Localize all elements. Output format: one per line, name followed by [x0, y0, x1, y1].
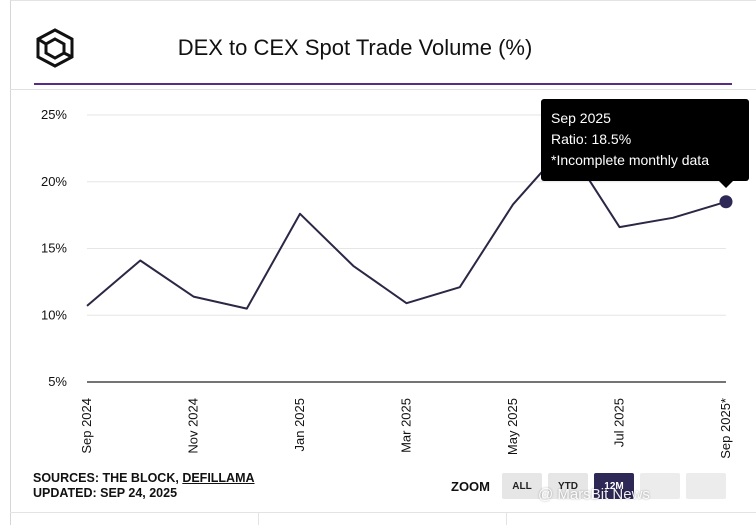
tooltip-ratio: Ratio: 18.5% [551, 131, 632, 147]
bottom-divider [10, 512, 756, 513]
y-tick-label: 5% [48, 374, 67, 389]
y-tick-label: 20% [41, 174, 67, 189]
y-tick-label: 15% [41, 241, 67, 256]
chart-title: DEX to CEX Spot Trade Volume (%) [177, 35, 533, 60]
updated-date: UPDATED: SEP 24, 2025 [33, 486, 178, 500]
bottom-divider-tick [258, 513, 259, 525]
zoom-button-blank-2[interactable] [686, 473, 726, 499]
x-tick-label: Sep 2025* [718, 398, 733, 459]
y-tick-label: 10% [41, 307, 67, 322]
x-tick-label: Sep 2024 [79, 398, 94, 454]
zoom-button-blank-1[interactable] [640, 473, 680, 499]
x-tick-label: May 2025 [505, 398, 520, 455]
bottom-divider-tick [506, 513, 507, 525]
defillama-link[interactable]: DEFILLAMA [182, 471, 255, 485]
section-divider [10, 89, 756, 90]
the-block-cube-logo [36, 28, 74, 68]
line-chart: 5% 10% 15% 20% 25% Sep 2024 Nov 2024 Jan 2025 Ma… [41, 107, 733, 459]
chart-tooltip: Sep 2025 Ratio: 18.5% *Incomplete monthl… [541, 99, 749, 188]
tooltip-note: *Incomplete monthly data [551, 152, 709, 168]
data-point-marker [719, 195, 733, 209]
x-tick-label: Mar 2025 [399, 398, 414, 453]
x-tick-label: Nov 2024 [186, 398, 201, 454]
zoom-12m-button[interactable]: 12M [594, 473, 634, 499]
zoom-all-button[interactable]: ALL [502, 473, 542, 499]
series-line [86, 143, 727, 310]
chart-sources: SOURCES: THE BLOCK, DEFILLAMA UPDATED: S… [33, 471, 255, 501]
zoom-ytd-button[interactable]: YTD [548, 473, 588, 499]
watermark: @ MarsBit News [538, 486, 650, 503]
sources-line: SOURCES: THE BLOCK, DEFILLAMA [33, 471, 255, 486]
chart-card [10, 0, 756, 525]
zoom-label: ZOOM [451, 479, 490, 494]
sources-prefix: SOURCES: THE BLOCK, [33, 471, 183, 485]
y-tick-label: 25% [41, 107, 67, 122]
x-tick-label: Jan 2025 [292, 398, 307, 452]
x-tick-label: Jul 2025 [612, 398, 627, 447]
title-underline [34, 83, 732, 85]
tooltip-date: Sep 2025 [551, 110, 611, 126]
